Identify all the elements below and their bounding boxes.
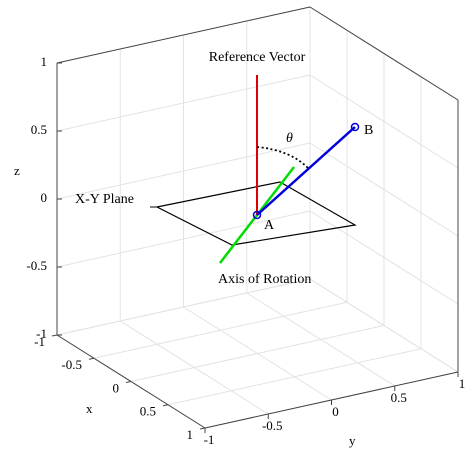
tick	[51, 334, 58, 337]
x-tick-label: -1	[34, 334, 45, 349]
y-tick-label: 0.5	[391, 390, 407, 405]
grid-line	[183, 306, 332, 401]
grid-line	[309, 278, 459, 373]
y-tick-label: 1	[459, 376, 466, 391]
grid-line	[56, 74, 311, 132]
x-tick-label: -0.5	[61, 357, 82, 372]
box-edge	[309, 6, 459, 101]
point-b	[350, 122, 360, 132]
grid-line	[309, 74, 459, 169]
y-tick-label: -1	[204, 432, 215, 447]
tick	[88, 357, 95, 360]
theta-arc	[256, 146, 309, 169]
vector-ab	[256, 126, 356, 216]
axis-label: z	[14, 163, 20, 178]
grid-line	[167, 348, 422, 406]
annotation: θ	[286, 131, 293, 146]
tick	[162, 404, 169, 407]
grid-line	[309, 142, 459, 237]
x-tick-label: 0.5	[140, 404, 156, 419]
annotation: A	[264, 218, 275, 233]
grid-line	[56, 142, 311, 200]
y-tick-label: 0	[332, 404, 339, 419]
z-tick-label: 0	[41, 190, 48, 205]
tick	[199, 427, 206, 430]
box-edge	[56, 6, 311, 64]
z-tick-label: -0.5	[26, 258, 47, 273]
annotation: Reference Vector	[209, 50, 306, 65]
grid	[51, 6, 459, 433]
z-tick-label: 0.5	[31, 122, 47, 137]
x-tick-label: 0	[113, 380, 120, 395]
axis-label: x	[86, 401, 93, 416]
z-tick-label: 1	[41, 54, 48, 69]
point-a	[252, 210, 262, 220]
grid-line	[246, 292, 396, 387]
y-tick-label: -0.5	[262, 418, 283, 433]
annotation: Axis of Rotation	[218, 272, 311, 287]
annotation: X-Y Plane	[75, 192, 134, 207]
tick	[125, 381, 132, 383]
z-tick-label: -1	[36, 326, 47, 341]
axis-label: y	[349, 433, 356, 448]
xy-plane	[155, 181, 357, 246]
annotation: B	[364, 123, 373, 138]
x-tick-label: 1	[187, 427, 194, 442]
